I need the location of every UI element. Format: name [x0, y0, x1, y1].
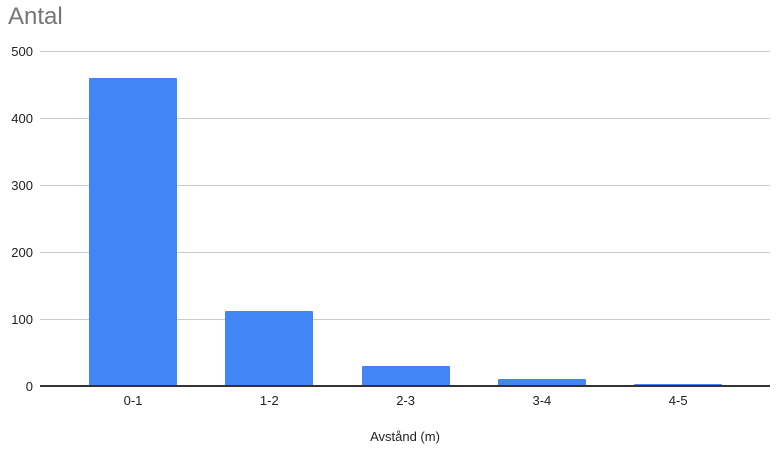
- bar-2-3[interactable]: [361, 365, 450, 386]
- x-tick-label-0-1: 0-1: [123, 393, 143, 408]
- bar-1-2[interactable]: [225, 310, 314, 386]
- x-tick-label-2-3: 2-3: [396, 393, 415, 408]
- x-axis-line: [40, 385, 770, 387]
- grid-line-100: [40, 318, 770, 320]
- y-tick-label-0: 0: [25, 378, 33, 394]
- x-tick-label-1-2: 1-2: [259, 393, 279, 408]
- y-tick-label-500: 500: [11, 43, 33, 59]
- plot-area: [40, 50, 770, 387]
- y-tick-label-100: 100: [11, 311, 33, 327]
- chart-title: Antal: [8, 3, 63, 30]
- y-tick-label-200: 200: [11, 244, 33, 260]
- grid-line-200: [40, 251, 770, 253]
- bar-0-1[interactable]: [89, 77, 177, 386]
- y-tick-label-300: 300: [11, 177, 33, 193]
- x-tick-label-4-5: 4-5: [668, 393, 688, 408]
- x-axis-title: Avstånd (m): [370, 429, 440, 444]
- grid-line-400: [40, 117, 770, 119]
- bar-3-4[interactable]: [497, 379, 586, 386]
- x-tick-label-3-4: 3-4: [532, 393, 552, 408]
- grid-line-300: [40, 184, 770, 186]
- grid-line-500: [40, 50, 770, 52]
- y-tick-label-400: 400: [11, 110, 33, 126]
